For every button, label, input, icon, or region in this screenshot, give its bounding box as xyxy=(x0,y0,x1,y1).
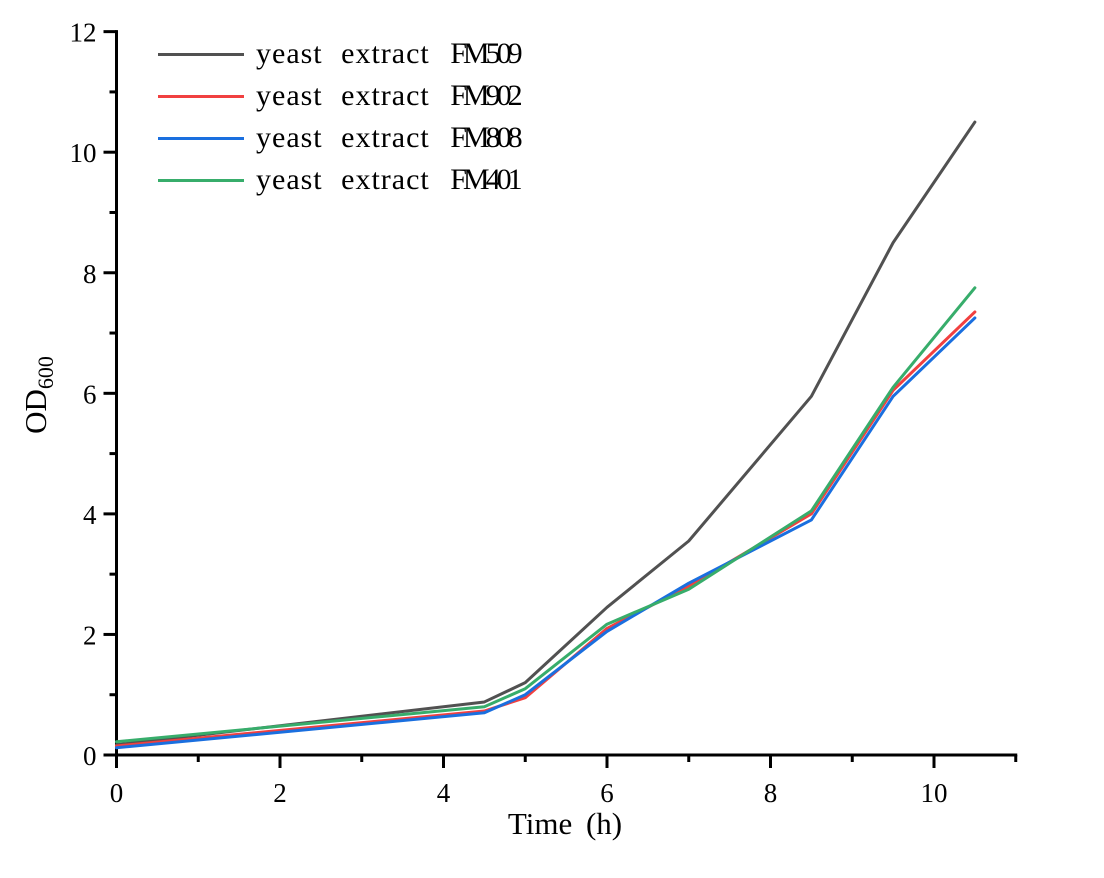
y-tick-label: 0 xyxy=(83,741,97,771)
y-tick-label: 12 xyxy=(70,18,97,48)
y-tick-label: 2 xyxy=(83,620,97,650)
y-tick-label: 10 xyxy=(70,138,97,168)
y-axis-label-subscript: 600 xyxy=(33,356,59,390)
series-line-fm509 xyxy=(115,120,977,747)
legend-item-fm902: yeast extract FM902 xyxy=(158,75,523,117)
legend-line-swatch-red xyxy=(158,94,244,98)
legend-label-prefix: yeast extract xyxy=(256,79,430,112)
series-line-fm808 xyxy=(115,316,977,750)
legend-label: yeast extract FM902 xyxy=(256,79,523,113)
legend-line-swatch-black xyxy=(158,52,244,56)
x-tick-label: 8 xyxy=(764,778,778,808)
series-line-fm902 xyxy=(115,310,977,748)
y-tick-label: 4 xyxy=(83,500,97,530)
legend-line-swatch-green xyxy=(158,178,244,182)
x-tick-label: 4 xyxy=(437,778,451,808)
x-tick-label: 0 xyxy=(110,778,124,808)
legend-label-prefix: yeast extract xyxy=(256,37,430,70)
legend-label-prefix: yeast extract xyxy=(256,163,430,196)
legend-label-code: FM509 xyxy=(450,37,522,70)
legend-label: yeast extract FM401 xyxy=(256,163,523,197)
x-tick-label: 10 xyxy=(921,778,948,808)
legend-label-code: FM902 xyxy=(450,79,522,112)
legend-label-code: FM808 xyxy=(450,121,522,154)
chart-legend: yeast extract FM509 yeast extract FM902 … xyxy=(158,33,523,201)
y-axis-label-main: OD xyxy=(18,389,53,434)
legend-label-code: FM401 xyxy=(450,163,522,196)
legend-label: yeast extract FM808 xyxy=(256,121,523,155)
x-tick-label: 2 xyxy=(273,778,287,808)
series-line-fm401 xyxy=(115,286,977,744)
y-tick-label: 8 xyxy=(83,259,97,289)
y-tick-label: 6 xyxy=(83,379,97,409)
legend-label: yeast extract FM509 xyxy=(256,37,523,71)
legend-label-prefix: yeast extract xyxy=(256,121,430,154)
legend-item-fm401: yeast extract FM401 xyxy=(158,159,523,201)
legend-item-fm808: yeast extract FM808 xyxy=(158,117,523,159)
x-axis-label: Time (h) xyxy=(507,806,623,841)
legend-line-swatch-blue xyxy=(158,136,244,140)
legend-item-fm509: yeast extract FM509 xyxy=(158,33,523,75)
x-tick-label: 6 xyxy=(600,778,614,808)
y-axis-label: OD600 xyxy=(18,356,58,434)
